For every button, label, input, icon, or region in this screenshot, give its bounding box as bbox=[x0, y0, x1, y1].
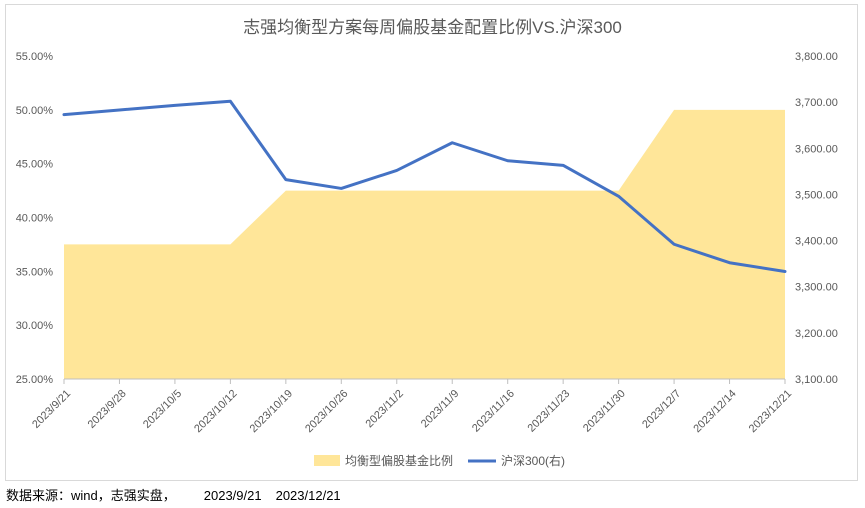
left-axis-tick-label: 55.00% bbox=[16, 51, 54, 63]
source-label: 数据来源：wind，志强实盘， bbox=[6, 488, 176, 503]
x-tick-label: 2023/10/26 bbox=[303, 388, 350, 435]
chart-title: 志强均衡型方案每周偏股基金配置比例VS.沪深300 bbox=[243, 18, 622, 37]
x-tick-label: 2023/12/7 bbox=[640, 388, 683, 431]
area-series-fund-ratio bbox=[64, 109, 785, 379]
source-note: 数据来源：wind，志强实盘， 2023/9/21 2023/12/21 bbox=[6, 485, 341, 504]
right-axis-tick-label: 3,700.00 bbox=[795, 97, 838, 109]
legend: 均衡型偏股基金比例 沪深300(右) bbox=[314, 453, 565, 468]
left-axis-tick-label: 30.00% bbox=[16, 320, 54, 332]
right-axis-tick-label: 3,600.00 bbox=[795, 143, 838, 155]
source-end-date: 2023/12/21 bbox=[275, 488, 341, 503]
x-tick-label: 2023/10/5 bbox=[141, 388, 184, 431]
right-axis-tick-label: 3,800.00 bbox=[795, 51, 838, 63]
chart-svg: 2023/9/21 2023/9/28 2023/10/5 2023/10/12 202… bbox=[16, 51, 838, 468]
right-axis-tick-label: 3,500.00 bbox=[795, 189, 838, 201]
legend-label-fund-ratio: 均衡型偏股基金比例 bbox=[345, 453, 453, 468]
source-start-date: 2023/9/21 bbox=[203, 488, 262, 503]
x-tick-label: 2023/11/30 bbox=[581, 388, 628, 435]
chart-frame: 志强均衡型方案每周偏股基金配置比例VS.沪深300 2023/9/21 2023/… bbox=[5, 4, 858, 481]
left-axis-tick-label: 35.00% bbox=[16, 266, 54, 278]
legend-label-hs300: 沪深300(右) bbox=[501, 453, 565, 468]
x-tick-label: 2023/10/12 bbox=[192, 388, 239, 435]
x-tick-label: 2023/11/9 bbox=[419, 388, 462, 431]
line-series-layer bbox=[62, 99, 787, 273]
x-tick-label: 2023/9/28 bbox=[86, 388, 129, 431]
left-axis-tick-label: 25.00% bbox=[16, 374, 54, 386]
right-axis-tick-label: 3,200.00 bbox=[795, 328, 838, 340]
x-tick-label: 2023/9/21 bbox=[30, 388, 73, 431]
right-axis-tick-label: 3,300.00 bbox=[795, 282, 838, 294]
x-tick-label: 2023/11/23 bbox=[526, 388, 573, 435]
left-axis-tick-label: 40.00% bbox=[16, 213, 54, 225]
left-axis-tick-label: 50.00% bbox=[16, 105, 54, 117]
line-series-hs300 bbox=[62, 99, 787, 273]
x-tick-label: 2023/11/16 bbox=[470, 388, 517, 435]
left-axis-tick-label: 45.00% bbox=[16, 159, 54, 171]
right-axis-tick-label: 3,400.00 bbox=[795, 236, 838, 248]
x-tick-label: 2023/12/21 bbox=[747, 388, 794, 435]
x-tick-label: 2023/10/19 bbox=[248, 388, 295, 435]
legend-swatch-fund-ratio bbox=[314, 455, 340, 466]
area-series-layer bbox=[64, 109, 785, 379]
x-tick-label: 2023/12/14 bbox=[691, 388, 738, 435]
right-axis-tick-label: 3,100.00 bbox=[795, 374, 838, 386]
x-tick-label: 2023/11/2 bbox=[363, 388, 406, 431]
